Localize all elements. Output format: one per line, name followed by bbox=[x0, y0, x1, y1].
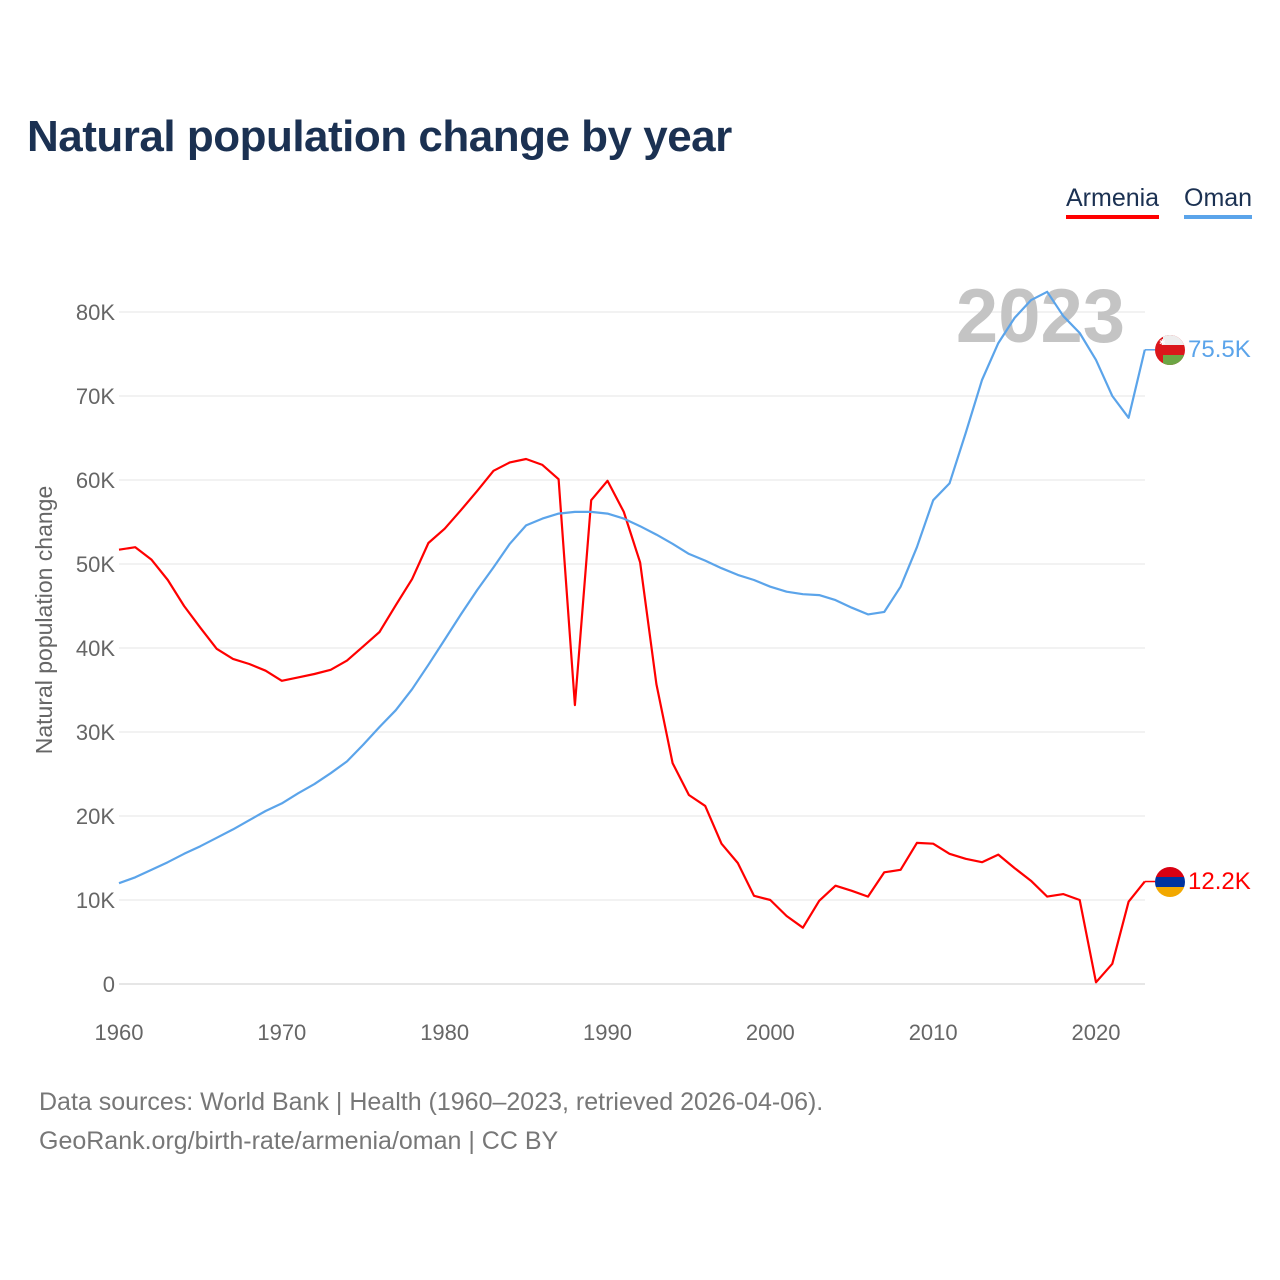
y-tick-label: 50K bbox=[76, 552, 115, 577]
chart-title: Natural population change by year bbox=[27, 112, 732, 161]
oman-end-label: 75.5K bbox=[1188, 336, 1251, 363]
series-line-oman[interactable] bbox=[118, 290, 1146, 885]
oman-flag-icon: ✱ bbox=[1155, 335, 1185, 365]
y-tick-label: 80K bbox=[76, 300, 115, 325]
x-tick-label: 1980 bbox=[420, 1020, 469, 1045]
y-tick-label: 0 bbox=[103, 972, 115, 997]
y-tick-label: 40K bbox=[76, 636, 115, 661]
x-tick-label: 1960 bbox=[95, 1020, 144, 1045]
y-tick-label: 10K bbox=[76, 888, 115, 913]
y-tick-label: 20K bbox=[76, 804, 115, 829]
y-tick-label: 70K bbox=[76, 384, 115, 409]
x-tick-label: 2020 bbox=[1072, 1020, 1121, 1045]
y-tick-label: 30K bbox=[76, 720, 115, 745]
x-tick-label: 1990 bbox=[583, 1020, 632, 1045]
armenia-flag-icon bbox=[1155, 867, 1185, 897]
svg-text:✱: ✱ bbox=[1159, 338, 1166, 347]
legend-oman[interactable]: Oman bbox=[1184, 184, 1253, 219]
legend-armenia[interactable]: Armenia bbox=[1066, 184, 1160, 219]
year-watermark: 2023 bbox=[956, 274, 1125, 359]
armenia-end-label: 12.2K bbox=[1188, 868, 1251, 895]
series-line-armenia[interactable] bbox=[118, 457, 1146, 984]
source-link[interactable]: GeoRank.org/birth-rate/armenia/oman | CC… bbox=[39, 1127, 559, 1155]
y-tick-label: 60K bbox=[76, 468, 115, 493]
x-tick-label: 2010 bbox=[909, 1020, 958, 1045]
source-text: Data sources: World Bank | Health (1960–… bbox=[39, 1088, 824, 1116]
x-tick-label: 2000 bbox=[746, 1020, 795, 1045]
x-tick-label: 1970 bbox=[257, 1020, 306, 1045]
y-axis-label: Natural population change bbox=[31, 486, 57, 755]
